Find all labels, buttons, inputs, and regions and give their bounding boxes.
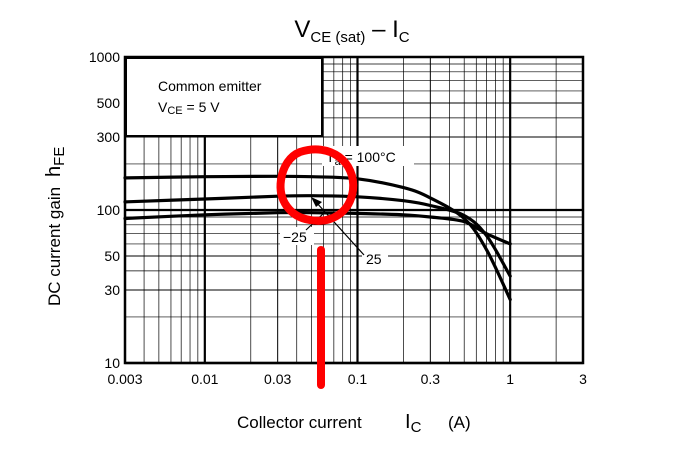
x-axis-unit: (A)	[448, 413, 471, 432]
x-axis-label: Collector current IC (A)	[237, 411, 471, 436]
condition-box-frame	[125, 57, 323, 137]
title-main: V	[294, 16, 310, 43]
x-tick-label: 0.003	[107, 371, 142, 387]
condition-box: Common emitter VCE = 5 V	[125, 57, 323, 137]
x-tick-label: 3	[579, 371, 587, 387]
title-rest: – I	[365, 16, 398, 43]
curve-layer	[123, 174, 512, 302]
label-25: 25	[366, 251, 382, 267]
leader-25-arrowhead	[311, 197, 322, 207]
x-tick-label: 0.3	[421, 371, 441, 387]
label-100: Ta = 100°C	[326, 149, 396, 168]
x-axis-label-text: Collector current	[237, 413, 362, 432]
x-tick-label: 1	[506, 371, 514, 387]
y-axis-label-text: DC current gain	[45, 187, 64, 306]
y-tick-label: 50	[104, 248, 120, 264]
label-m25-bg	[280, 227, 314, 245]
y-axis-label: DC current gain hFE	[43, 147, 68, 306]
y-tick-label: 100	[97, 202, 121, 218]
x-tick-label: 0.1	[348, 371, 368, 387]
series-line-2	[123, 194, 512, 278]
label-100-sub: a	[335, 156, 342, 168]
x-axis-symbol-sub: C	[411, 419, 422, 436]
y-axis-symbol: h	[43, 166, 65, 177]
label-100-prefix: T	[326, 149, 335, 165]
y-tick-label: 500	[97, 95, 121, 111]
condition-vce-value: = 5 V	[183, 99, 221, 115]
y-tick-label: 300	[97, 129, 121, 145]
series-line-1	[123, 174, 512, 302]
x-tick-label: 0.03	[264, 371, 291, 387]
y-axis-symbol-sub: FE	[51, 147, 68, 166]
y-tick-label: 1000	[89, 49, 120, 65]
leader-25	[315, 201, 365, 256]
plot-frame	[123, 55, 585, 365]
series-line-3	[123, 210, 512, 246]
x-axis-symbol: I	[405, 411, 411, 433]
condition-vce-symbol: V	[158, 99, 168, 115]
red-highlight	[276, 145, 358, 389]
title-rest-sub: C	[399, 29, 410, 46]
x-tick-label: 0.01	[191, 371, 218, 387]
label-100-rest: = 100°C	[341, 149, 396, 165]
y-tick-label: 30	[104, 282, 120, 298]
condition-vce-sub: CE	[167, 105, 182, 117]
condition-line-2: VCE = 5 V	[158, 99, 220, 117]
tick-layer: 0.003 0.01 0.03 0.1 0.3 1 3 10 30 50 100 300 500 1000	[89, 49, 587, 387]
label-25-bg	[362, 249, 388, 267]
red-circle-marker	[276, 145, 358, 225]
label-m25: −25	[283, 229, 307, 245]
condition-line-1: Common emitter	[158, 78, 262, 94]
y-tick-label: 10	[104, 355, 120, 371]
title-main-sub: CE (sat)	[310, 29, 365, 46]
chart-title: VCE (sat) – IC	[294, 16, 409, 46]
